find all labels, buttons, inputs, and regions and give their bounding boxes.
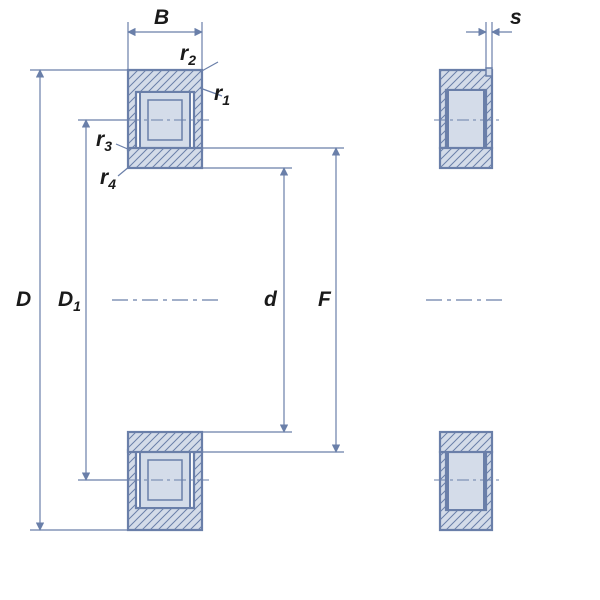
label-r3: r3 (96, 128, 112, 154)
label-D1: D1 (58, 288, 81, 314)
right-cross-section (434, 68, 500, 530)
label-B: B (154, 6, 169, 30)
label-r2: r2 (180, 42, 196, 68)
label-d: d (264, 288, 277, 312)
bearing-diagram (0, 0, 600, 600)
label-D: D (16, 288, 31, 312)
dim-s (466, 22, 512, 68)
left-cross-section (128, 70, 212, 530)
label-r4: r4 (100, 166, 116, 192)
inner-ring-bottom (128, 432, 202, 452)
label-F: F (318, 288, 331, 312)
label-r1: r1 (214, 82, 230, 108)
label-s: s (510, 6, 522, 30)
inner-ring-top (128, 148, 202, 168)
